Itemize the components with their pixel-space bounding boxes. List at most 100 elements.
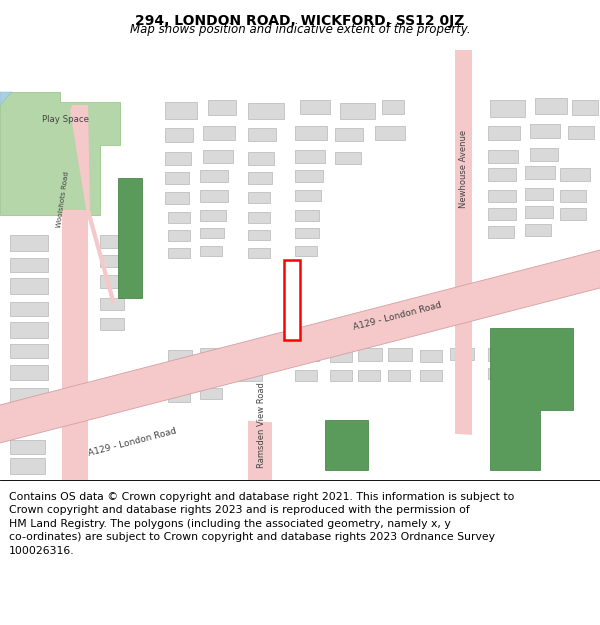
Bar	[525, 224, 551, 236]
Bar	[200, 388, 222, 399]
Bar	[10, 388, 48, 402]
Bar	[572, 100, 598, 115]
Bar	[382, 100, 404, 114]
Bar	[358, 370, 380, 381]
Bar	[200, 190, 228, 202]
Bar	[100, 255, 124, 267]
Bar	[165, 128, 193, 142]
Bar	[168, 370, 190, 382]
Bar	[295, 126, 327, 140]
Bar	[248, 248, 270, 258]
Bar	[358, 348, 382, 361]
Bar	[165, 172, 189, 184]
Bar	[248, 212, 270, 223]
Bar	[10, 410, 45, 424]
Bar	[168, 212, 190, 223]
Bar	[200, 228, 224, 238]
Text: Ramsden View Road: Ramsden View Road	[257, 382, 266, 468]
Bar	[248, 172, 272, 184]
Bar	[488, 190, 516, 202]
Text: Woolshots Road: Woolshots Road	[56, 171, 70, 228]
Bar	[520, 346, 542, 358]
Bar	[203, 150, 233, 163]
Bar	[330, 370, 352, 381]
Bar	[420, 350, 442, 362]
Bar	[335, 152, 361, 164]
Bar	[200, 246, 222, 256]
Bar	[165, 102, 197, 119]
Bar	[568, 126, 594, 139]
Bar	[525, 188, 553, 200]
Bar	[248, 192, 270, 203]
Bar	[488, 126, 520, 140]
Bar	[488, 348, 512, 361]
Text: Play Space: Play Space	[42, 115, 89, 124]
Bar	[488, 150, 518, 163]
Bar	[100, 235, 125, 248]
Bar	[300, 100, 330, 114]
Bar	[335, 128, 363, 141]
Bar	[530, 124, 560, 138]
Bar	[530, 148, 558, 161]
Bar	[165, 192, 189, 204]
Bar	[248, 128, 276, 141]
Text: 294, LONDON ROAD, WICKFORD, SS12 0JZ: 294, LONDON ROAD, WICKFORD, SS12 0JZ	[136, 14, 464, 28]
Bar	[168, 350, 192, 363]
Polygon shape	[0, 92, 12, 105]
Bar	[10, 235, 48, 251]
Bar	[248, 152, 274, 165]
Bar	[295, 370, 317, 381]
Polygon shape	[118, 178, 142, 298]
Bar	[488, 168, 516, 181]
Bar	[165, 152, 191, 165]
Bar	[200, 368, 222, 379]
Bar	[168, 248, 190, 258]
Bar	[200, 210, 226, 221]
Polygon shape	[490, 328, 573, 470]
Bar	[200, 348, 222, 360]
Bar	[295, 150, 325, 163]
Bar	[248, 230, 270, 240]
Bar	[560, 168, 590, 181]
Bar	[330, 350, 352, 362]
Polygon shape	[248, 421, 272, 480]
Bar	[238, 350, 264, 363]
Bar	[488, 208, 516, 220]
Bar	[450, 348, 474, 360]
Polygon shape	[455, 50, 472, 435]
Bar	[375, 126, 405, 140]
Bar	[248, 103, 284, 119]
Bar	[525, 206, 553, 218]
Bar	[10, 344, 48, 358]
Bar	[10, 322, 48, 338]
Bar	[168, 230, 190, 241]
Bar	[560, 208, 586, 220]
Polygon shape	[62, 210, 88, 480]
Bar	[388, 370, 410, 381]
Bar	[295, 170, 323, 182]
Bar	[168, 390, 190, 402]
Bar	[10, 258, 48, 272]
Text: A129 - London Road: A129 - London Road	[353, 301, 443, 332]
Bar	[340, 103, 375, 119]
Bar	[295, 228, 319, 238]
Bar	[535, 98, 567, 114]
Bar	[284, 260, 300, 340]
Bar	[295, 210, 319, 221]
Bar	[238, 370, 262, 381]
Bar	[388, 348, 412, 361]
Polygon shape	[325, 420, 368, 470]
Bar	[560, 190, 586, 202]
Text: Map shows position and indicative extent of the property.: Map shows position and indicative extent…	[130, 23, 470, 36]
Bar	[203, 126, 235, 140]
Bar	[295, 348, 319, 361]
Bar	[10, 365, 48, 380]
Bar	[10, 278, 48, 294]
Bar	[295, 246, 317, 256]
Polygon shape	[0, 250, 600, 443]
Bar	[490, 100, 525, 117]
Text: A129 - London Road: A129 - London Road	[88, 426, 178, 458]
Bar	[10, 458, 45, 474]
Bar	[10, 302, 48, 316]
Polygon shape	[0, 92, 120, 215]
